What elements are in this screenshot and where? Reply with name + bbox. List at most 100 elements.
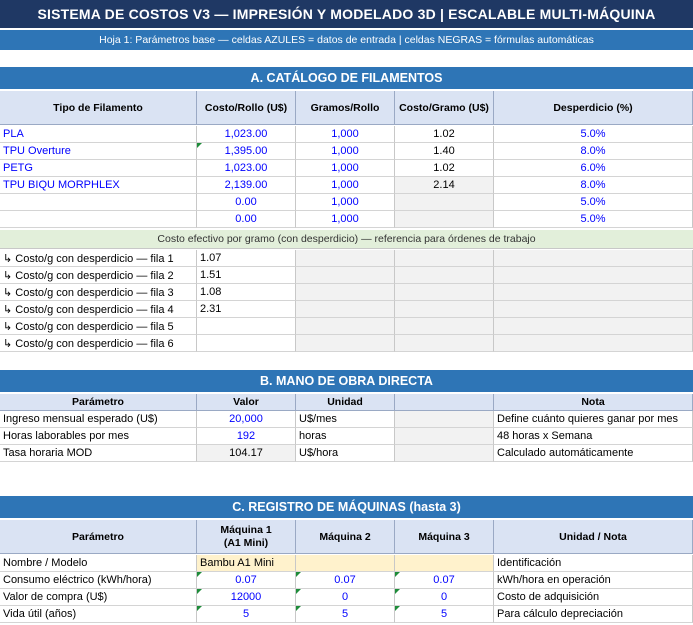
machine-row: Consumo eléctrico (kWh/hora) 0.07 0.07 0… <box>0 572 693 589</box>
machine-3-cell[interactable]: 0.07 <box>395 572 494 589</box>
empty-cell[interactable] <box>395 411 494 428</box>
section-c-title: C. REGISTRO DE MÁQUINAS (hasta 3) <box>0 496 693 518</box>
empty-cell[interactable] <box>494 267 693 284</box>
machine-1-cell[interactable]: 5 <box>197 606 296 623</box>
empty-cell[interactable] <box>296 267 395 284</box>
empty-cell[interactable] <box>296 301 395 318</box>
machine-2-cell[interactable] <box>296 555 395 572</box>
col-header-nota: Nota <box>494 394 693 411</box>
empty-cell[interactable] <box>494 284 693 301</box>
labor-param-label: Tasa horaria MOD <box>0 445 197 462</box>
empty-cell[interactable] <box>395 428 494 445</box>
cost-per-gram-cell[interactable]: 1.02 <box>395 126 494 143</box>
labor-unit-cell[interactable]: U$/mes <box>296 411 395 428</box>
machine-note-cell[interactable]: Identificación <box>494 555 693 572</box>
machine-param-label: Vida útil (años) <box>0 606 197 623</box>
filament-name-cell[interactable]: TPU BIQU MORPHLEX <box>0 177 197 194</box>
cost-per-gram-cell[interactable]: 1.02 <box>395 160 494 177</box>
empty-cell[interactable] <box>494 301 693 318</box>
roll-cost-cell[interactable]: 2,139.00 <box>197 177 296 194</box>
labor-value-cell[interactable]: 20,000 <box>197 411 296 428</box>
grams-cell[interactable]: 1,000 <box>296 211 395 228</box>
labor-note-cell[interactable]: Define cuánto quieres ganar por mes <box>494 411 693 428</box>
grams-cell[interactable]: 1,000 <box>296 143 395 160</box>
machine-2-cell[interactable]: 0 <box>296 589 395 606</box>
effective-cost-value[interactable]: 1.51 <box>197 267 296 284</box>
empty-cell[interactable] <box>296 284 395 301</box>
empty-cell[interactable] <box>395 335 494 352</box>
machine-1-cell[interactable]: 0.07 <box>197 572 296 589</box>
effective-cost-value[interactable]: 2.31 <box>197 301 296 318</box>
machine-row: Nombre / Modelo Bambu A1 Mini Identifica… <box>0 555 693 572</box>
grams-cell[interactable]: 1,000 <box>296 126 395 143</box>
filament-name-cell[interactable] <box>0 211 197 228</box>
labor-value-cell[interactable]: 192 <box>197 428 296 445</box>
labor-unit-cell[interactable]: horas <box>296 428 395 445</box>
waste-cell[interactable]: 8.0% <box>494 143 693 160</box>
cost-per-gram-cell[interactable]: 1.40 <box>395 143 494 160</box>
labor-note-cell[interactable]: Calculado automáticamente <box>494 445 693 462</box>
empty-cell[interactable] <box>395 445 494 462</box>
empty-cell[interactable] <box>494 250 693 267</box>
empty-cell[interactable] <box>395 284 494 301</box>
empty-cell[interactable] <box>296 250 395 267</box>
machine-3-cell[interactable] <box>395 555 494 572</box>
cost-per-gram-cell[interactable]: 2.14 <box>395 177 494 194</box>
labor-note-cell[interactable]: 48 horas x Semana <box>494 428 693 445</box>
filament-name-cell[interactable]: TPU Overture <box>0 143 197 160</box>
waste-cell[interactable]: 6.0% <box>494 160 693 177</box>
empty-cell[interactable] <box>296 335 395 352</box>
section-b-title: B. MANO DE OBRA DIRECTA <box>0 370 693 392</box>
machine-1-cell[interactable]: 12000 <box>197 589 296 606</box>
col-header-unidad-nota: Unidad / Nota <box>494 520 693 554</box>
empty-cell[interactable] <box>395 318 494 335</box>
effective-cost-label: ↳ Costo/g con desperdicio — fila 4 <box>0 301 197 318</box>
machine-3-cell[interactable]: 5 <box>395 606 494 623</box>
roll-cost-cell[interactable]: 0.00 <box>197 194 296 211</box>
filament-row: TPU BIQU MORPHLEX 2,139.00 1,000 2.14 8.… <box>0 177 693 194</box>
grams-cell[interactable]: 1,000 <box>296 160 395 177</box>
machine-note-cell[interactable]: Costo de adquisición <box>494 589 693 606</box>
effective-cost-value[interactable]: 1.07 <box>197 250 296 267</box>
empty-cell[interactable] <box>395 267 494 284</box>
machine-note-cell[interactable]: kWh/hora en operación <box>494 572 693 589</box>
machine-3-cell[interactable]: 0 <box>395 589 494 606</box>
grams-cell[interactable]: 1,000 <box>296 194 395 211</box>
effective-cost-value[interactable] <box>197 318 296 335</box>
waste-cell[interactable]: 5.0% <box>494 211 693 228</box>
effective-cost-value[interactable] <box>197 335 296 352</box>
effective-cost-label: ↳ Costo/g con desperdicio — fila 3 <box>0 284 197 301</box>
cost-per-gram-cell[interactable] <box>395 211 494 228</box>
filament-row: TPU Overture 1,395.00 1,000 1.40 8.0% <box>0 143 693 160</box>
empty-cell[interactable] <box>395 250 494 267</box>
effective-cost-value[interactable]: 1.08 <box>197 284 296 301</box>
effective-cost-row: ↳ Costo/g con desperdicio — fila 2 1.51 <box>0 267 693 284</box>
labor-value-cell[interactable]: 104.17 <box>197 445 296 462</box>
roll-cost-cell[interactable]: 1,023.00 <box>197 160 296 177</box>
waste-cell[interactable]: 5.0% <box>494 126 693 143</box>
machine-2-cell[interactable]: 0.07 <box>296 572 395 589</box>
roll-cost-cell[interactable]: 0.00 <box>197 211 296 228</box>
empty-cell[interactable] <box>296 318 395 335</box>
filament-row: 0.00 1,000 5.0% <box>0 211 693 228</box>
roll-cost-cell[interactable]: 1,023.00 <box>197 126 296 143</box>
waste-cell[interactable]: 8.0% <box>494 177 693 194</box>
filament-name-cell[interactable]: PETG <box>0 160 197 177</box>
filament-row: 0.00 1,000 5.0% <box>0 194 693 211</box>
col-header-unidad: Unidad <box>296 394 395 411</box>
roll-cost-cell[interactable]: 1,395.00 <box>197 143 296 160</box>
empty-cell[interactable] <box>494 335 693 352</box>
machine-note-cell[interactable]: Para cálculo depreciación <box>494 606 693 623</box>
waste-cell[interactable]: 5.0% <box>494 194 693 211</box>
machine-1-cell[interactable]: Bambu A1 Mini <box>197 555 296 572</box>
labor-unit-cell[interactable]: U$/hora <box>296 445 395 462</box>
grams-cell[interactable]: 1,000 <box>296 177 395 194</box>
filament-name-cell[interactable]: PLA <box>0 126 197 143</box>
empty-cell[interactable] <box>395 301 494 318</box>
machine-2-cell[interactable]: 5 <box>296 606 395 623</box>
machine-header-row: Parámetro Máquina 1 (A1 Mini) Máquina 2 … <box>0 520 693 554</box>
effective-cost-row: ↳ Costo/g con desperdicio — fila 4 2.31 <box>0 301 693 318</box>
empty-cell[interactable] <box>494 318 693 335</box>
cost-per-gram-cell[interactable] <box>395 194 494 211</box>
filament-name-cell[interactable] <box>0 194 197 211</box>
